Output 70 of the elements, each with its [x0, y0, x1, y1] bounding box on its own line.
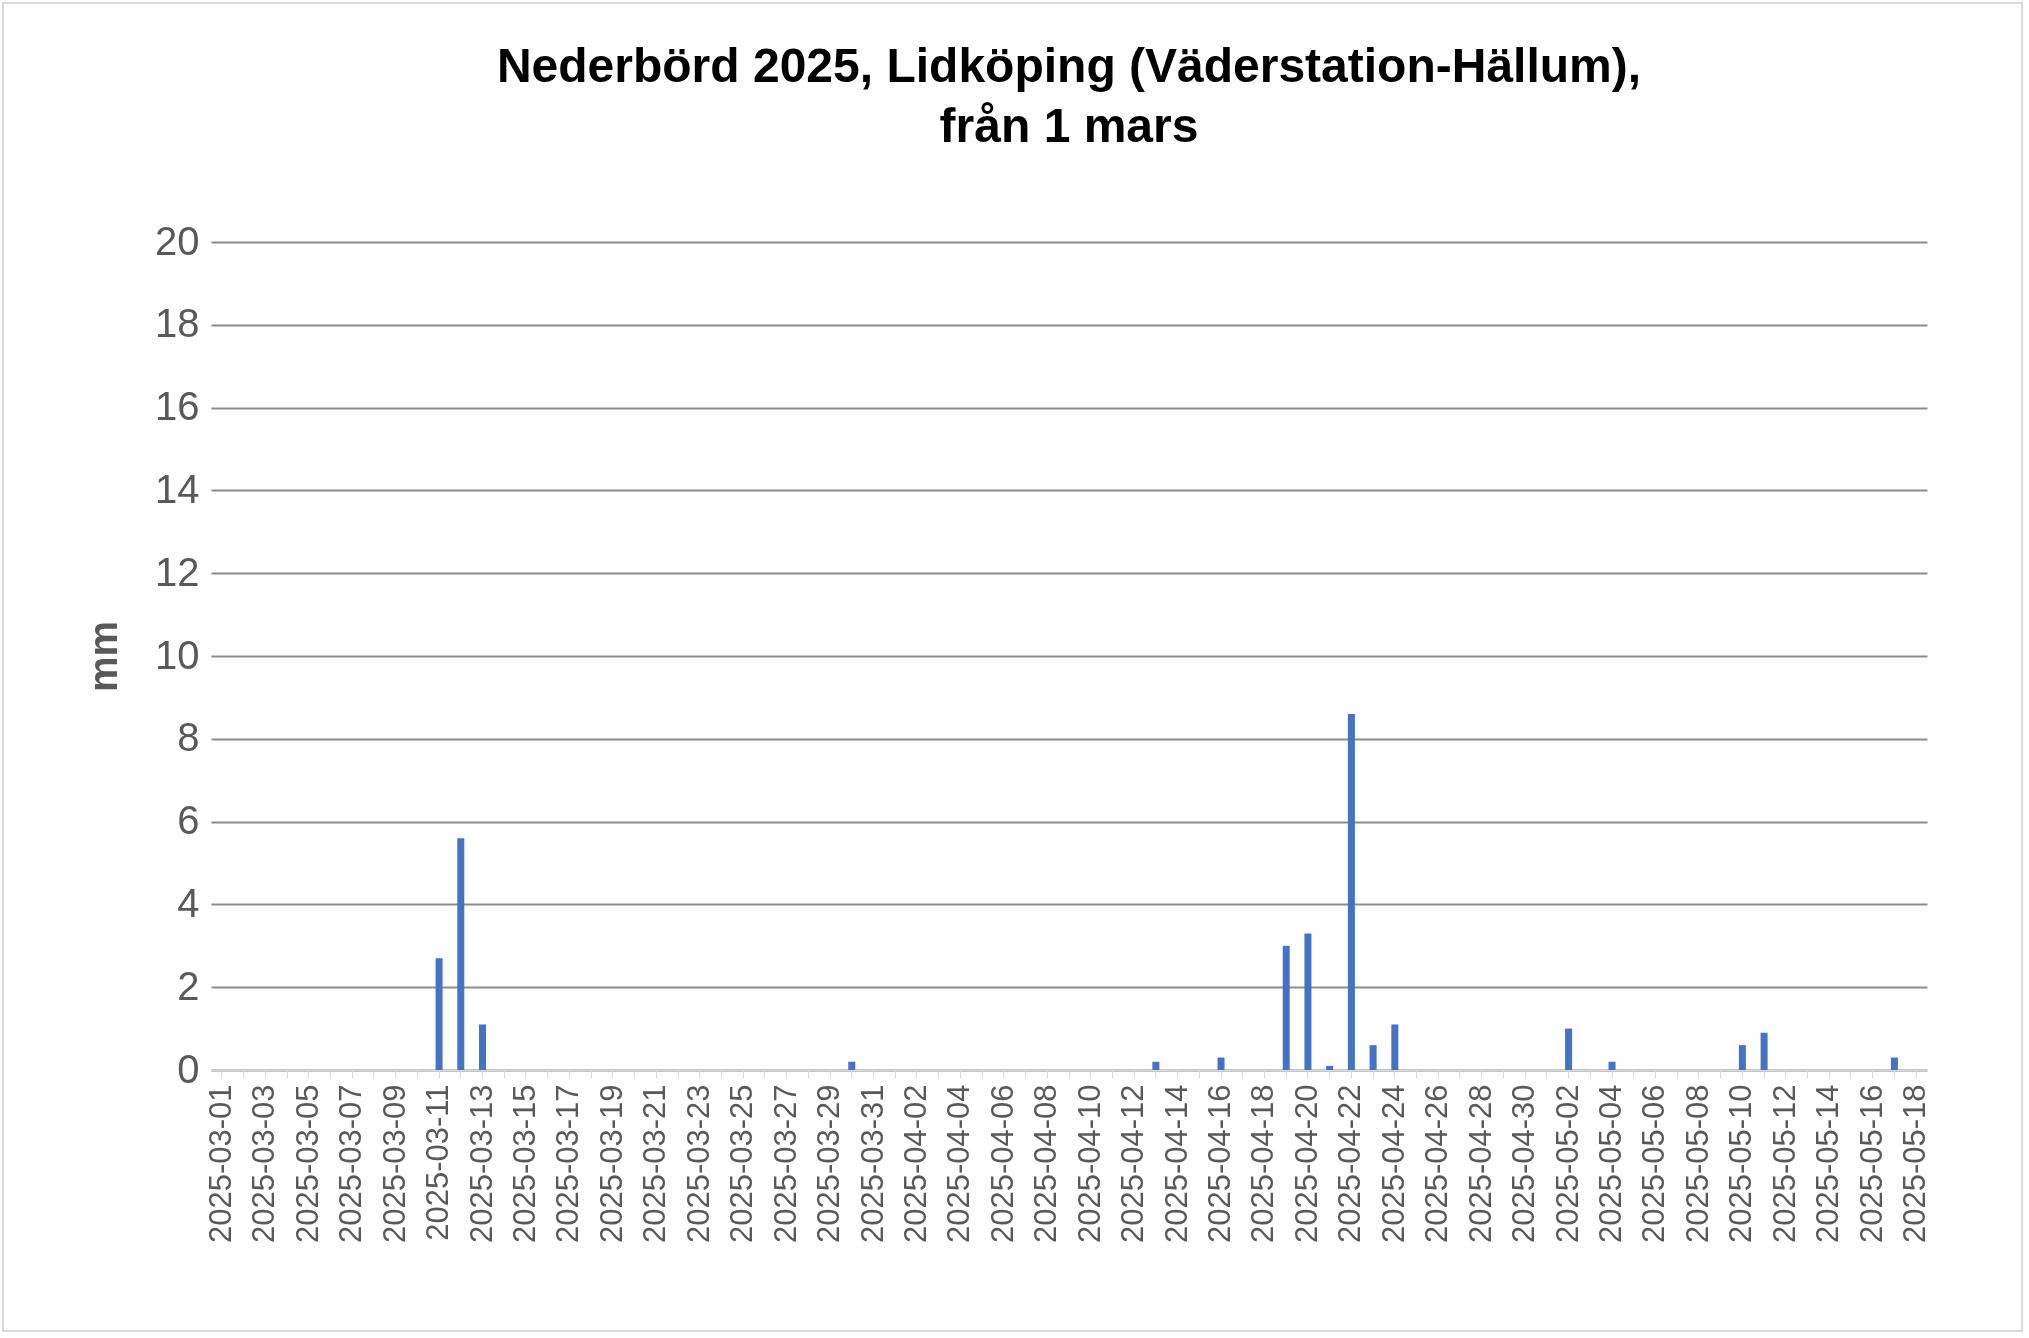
bar — [1217, 1057, 1225, 1070]
x-tick-label: 2025-04-04 — [941, 1084, 977, 1244]
y-tick-label: 4 — [177, 880, 200, 925]
bar — [479, 1024, 487, 1070]
bar — [435, 958, 443, 1070]
x-tick-label: 2025-04-02 — [897, 1084, 933, 1244]
bar — [1565, 1028, 1573, 1070]
x-tick-label: 2025-03-01 — [202, 1084, 238, 1244]
y-tick-label: 8 — [177, 715, 200, 760]
x-tick-label: 2025-04-18 — [1245, 1084, 1281, 1244]
x-tick-label: 2025-04-20 — [1288, 1084, 1324, 1244]
x-tick-label: 2025-05-10 — [1723, 1084, 1759, 1244]
y-tick-label: 12 — [155, 549, 200, 594]
bar — [1152, 1061, 1160, 1070]
x-tick-label: 2025-04-16 — [1202, 1084, 1238, 1244]
x-tick-label: 2025-05-02 — [1549, 1084, 1585, 1244]
y-axis-title: mm — [81, 620, 126, 693]
bar — [848, 1061, 856, 1070]
bar — [1347, 713, 1355, 1070]
x-tick-label: 2025-03-29 — [811, 1084, 847, 1244]
x-tick-label: 2025-03-27 — [767, 1084, 803, 1244]
x-tick-label: 2025-03-15 — [506, 1084, 542, 1244]
bar — [1738, 1045, 1746, 1070]
y-tick-label: 14 — [155, 466, 200, 511]
bar — [1326, 1065, 1334, 1070]
bar — [1760, 1032, 1768, 1070]
y-tick-label: 10 — [155, 632, 200, 677]
x-tick-label: 2025-04-08 — [1028, 1084, 1064, 1244]
x-tick-label: 2025-03-09 — [376, 1084, 412, 1244]
x-tick-label: 2025-04-22 — [1332, 1084, 1368, 1244]
x-tick-label: 2025-05-16 — [1853, 1084, 1889, 1244]
y-tick-label: 0 — [177, 1046, 200, 1091]
x-tick-label: 2025-04-24 — [1375, 1084, 1411, 1244]
x-tick-label: 2025-05-18 — [1897, 1084, 1933, 1244]
y-tick-label: 20 — [155, 218, 200, 263]
x-tick-label: 2025-05-06 — [1636, 1084, 1672, 1244]
x-tick-label: 2025-04-30 — [1506, 1084, 1542, 1244]
x-tick-label: 2025-03-11 — [420, 1084, 456, 1241]
bar — [1369, 1045, 1377, 1070]
x-tick-label: 2025-04-14 — [1158, 1084, 1194, 1244]
x-tick-label: 2025-04-28 — [1462, 1084, 1498, 1244]
x-tick-label: 2025-04-06 — [984, 1084, 1020, 1244]
x-tick-label: 2025-03-23 — [680, 1084, 716, 1244]
x-tick-label: 2025-04-10 — [1071, 1084, 1107, 1244]
x-tick-label: 2025-05-08 — [1679, 1084, 1715, 1244]
chart-title: Nederbörd 2025, Lidköping (Väderstation-Hällum), från 1 mars — [496, 39, 1642, 152]
bar — [1608, 1061, 1616, 1070]
y-tick-label: 18 — [155, 301, 200, 346]
bar — [457, 838, 465, 1070]
x-tick-label: 2025-03-25 — [724, 1084, 760, 1244]
x-tick-label: 2025-03-19 — [593, 1084, 629, 1244]
x-tick-label: 2025-03-05 — [289, 1084, 325, 1244]
x-tick-label: 2025-03-03 — [246, 1084, 282, 1244]
y-tick-label: 16 — [155, 384, 200, 429]
y-tick-label: 6 — [177, 798, 200, 843]
x-tick-label: 2025-05-12 — [1766, 1084, 1802, 1244]
x-tick-label: 2025-05-04 — [1593, 1084, 1629, 1244]
x-tick-label: 2025-05-14 — [1810, 1084, 1846, 1244]
bar — [1391, 1024, 1399, 1070]
x-tick-label: 2025-03-17 — [550, 1084, 586, 1244]
x-tick-label: 2025-03-13 — [463, 1084, 499, 1244]
x-tick-label: 2025-04-12 — [1115, 1084, 1151, 1244]
x-tick-label: 2025-03-31 — [854, 1084, 890, 1244]
x-tick-label: 2025-03-07 — [333, 1084, 369, 1244]
y-tick-label: 2 — [177, 963, 200, 1008]
x-tick-label: 2025-04-26 — [1419, 1084, 1455, 1244]
bar — [1890, 1057, 1898, 1070]
x-tick-label: 2025-03-21 — [637, 1084, 673, 1244]
bar — [1282, 945, 1290, 1070]
bar — [1304, 933, 1312, 1070]
